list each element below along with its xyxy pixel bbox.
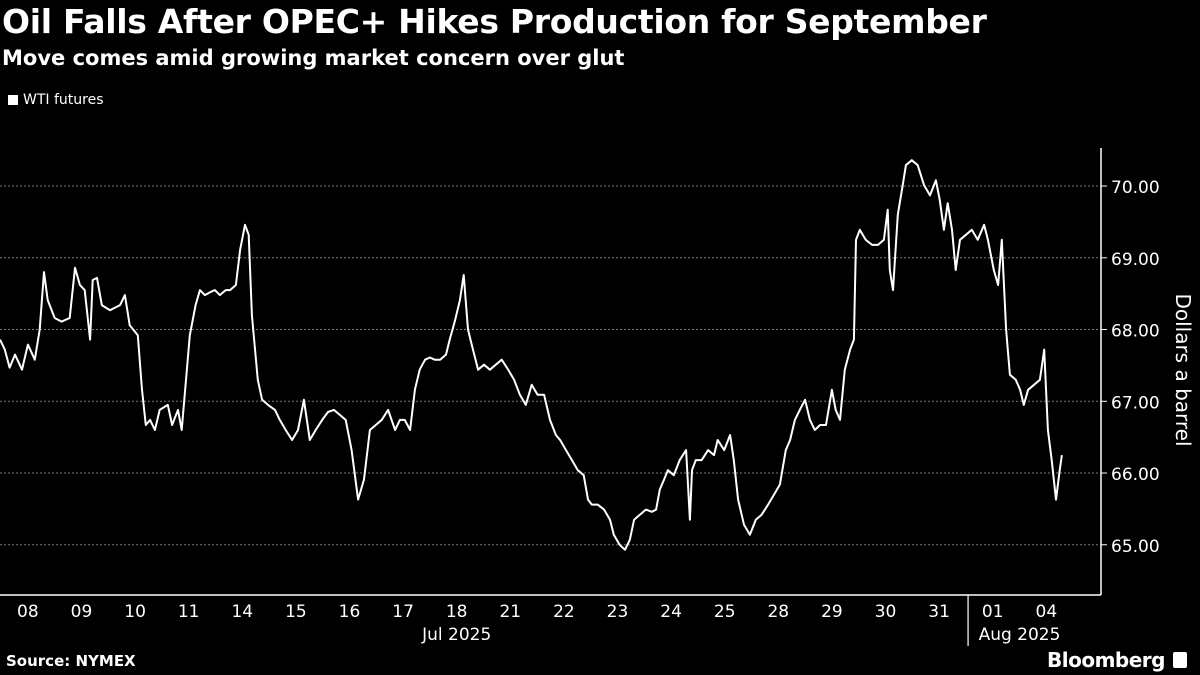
bloomberg-chart-icon [1172,652,1187,668]
x-tick-label: 23 [607,602,629,622]
x-tick-label: 15 [285,602,307,622]
y-tick-label: 70.00 [1111,178,1160,198]
x-tick-label: 22 [553,602,575,622]
month-label: Jul 2025 [421,625,491,645]
brand-name: Bloomberg [1047,648,1165,672]
x-tick-label: 28 [767,602,789,622]
x-tick-label: 08 [17,602,39,622]
y-tick-label: 66.00 [1111,465,1160,485]
x-tick-label: 16 [339,602,361,622]
legend-label: WTI futures [23,92,104,108]
x-tick-label: 21 [499,602,521,622]
y-tick-label: 69.00 [1111,250,1160,270]
y-tick-label: 65.00 [1111,537,1160,557]
x-tick-label: 30 [875,602,897,622]
y-axis-title: Dollars a barrel [1171,293,1195,446]
x-tick-label: 29 [821,602,843,622]
bloomberg-logo: Bloomberg [1047,648,1187,672]
series-line-wti-futures [0,159,1063,551]
x-tick-label: 01 [982,602,1004,622]
x-tick-label: 18 [446,602,468,622]
y-tick-label: 68.00 [1111,322,1160,342]
x-tick-label: 14 [231,602,253,622]
y-tick-label: 67.00 [1111,393,1160,413]
x-tick-label: 17 [392,602,414,622]
x-tick-label: 11 [178,602,200,622]
month-label: Aug 2025 [979,625,1061,645]
x-tick-label: 10 [124,602,146,622]
x-tick-label: 24 [660,602,682,622]
x-tick-label: 31 [928,602,950,622]
chart-subtitle: Move comes amid growing market concern o… [2,46,625,70]
legend: WTI futures [8,92,104,108]
legend-swatch [8,95,18,105]
x-tick-label: 25 [714,602,736,622]
chart-title: Oil Falls After OPEC+ Hikes Production f… [2,2,987,41]
x-tick-label: 09 [71,602,93,622]
x-tick-label: 04 [1036,602,1058,622]
source-note: Source: NYMEX [6,652,136,670]
